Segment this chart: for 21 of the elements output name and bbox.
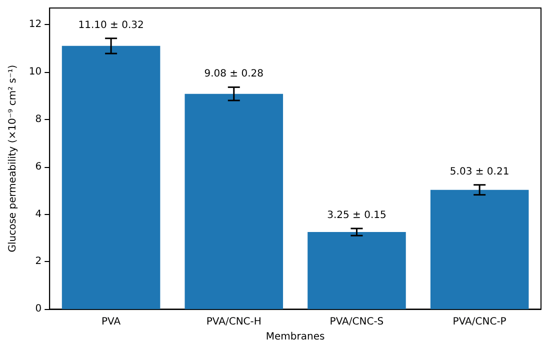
- data-label: 11.10 ± 0.32: [78, 20, 144, 31]
- bar: [62, 46, 160, 310]
- x-tick-label: PVA/CNC-H: [206, 316, 262, 328]
- data-label: 3.25 ± 0.15: [327, 210, 386, 221]
- y-tick-label: 2: [35, 256, 42, 268]
- y-tick-label: 0: [35, 304, 42, 315]
- x-tick-label: PVA/CNC-S: [330, 316, 384, 328]
- y-axis-title: Glucose permeability (×10⁻⁹ cm² s⁻¹): [8, 64, 18, 252]
- y-tick-label: 4: [35, 208, 42, 220]
- data-label: 5.03 ± 0.21: [450, 166, 510, 178]
- bar: [184, 94, 284, 310]
- x-tick-label: PVA/CNC-P: [452, 316, 506, 328]
- bar: [430, 190, 529, 310]
- x-tick-label: PVA: [102, 316, 121, 328]
- y-tick-label: 8: [35, 114, 42, 125]
- y-tick-label: 6: [35, 161, 42, 172]
- y-tick-label: 12: [28, 19, 42, 30]
- bar: [308, 232, 406, 310]
- data-label: 9.08 ± 0.28: [204, 68, 264, 80]
- y-tick-label: 10: [28, 66, 42, 78]
- x-axis-title: Membranes: [266, 332, 325, 342]
